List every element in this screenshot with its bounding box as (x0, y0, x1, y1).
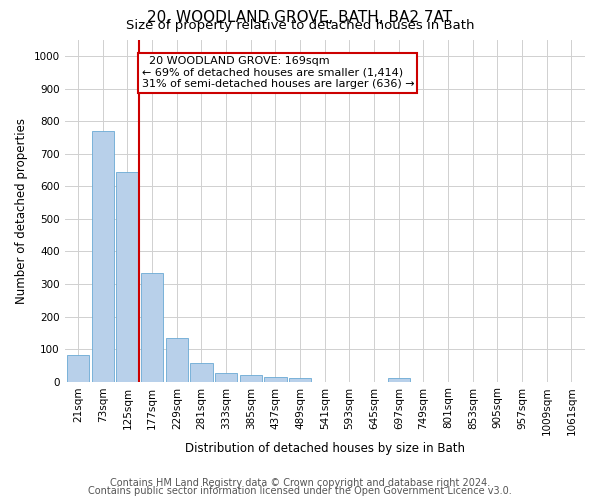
Y-axis label: Number of detached properties: Number of detached properties (15, 118, 28, 304)
Bar (116, 172, 139, 382)
Bar (190, 362, 212, 382)
Text: Contains public sector information licensed under the Open Government Licence v3: Contains public sector information licen… (88, 486, 512, 496)
Bar (215, 374, 237, 382)
Bar (265, 376, 287, 382)
Text: Size of property relative to detached houses in Bath: Size of property relative to detached ho… (126, 19, 474, 32)
Bar (388, 378, 410, 382)
Bar (289, 378, 311, 382)
Bar (166, 338, 188, 382)
Text: Contains HM Land Registry data © Crown copyright and database right 2024.: Contains HM Land Registry data © Crown c… (110, 478, 490, 488)
X-axis label: Distribution of detached houses by size in Bath: Distribution of detached houses by size … (185, 442, 465, 455)
Bar (141, 273, 163, 382)
Bar (67, 354, 89, 382)
Text: 20, WOODLAND GROVE, BATH, BA2 7AT: 20, WOODLAND GROVE, BATH, BA2 7AT (148, 10, 452, 25)
Bar (92, 131, 114, 382)
Text: 20 WOODLAND GROVE: 169sqm  
← 69% of detached houses are smaller (1,414)
31% of : 20 WOODLAND GROVE: 169sqm ← 69% of detac… (142, 56, 414, 90)
Bar (239, 375, 262, 382)
